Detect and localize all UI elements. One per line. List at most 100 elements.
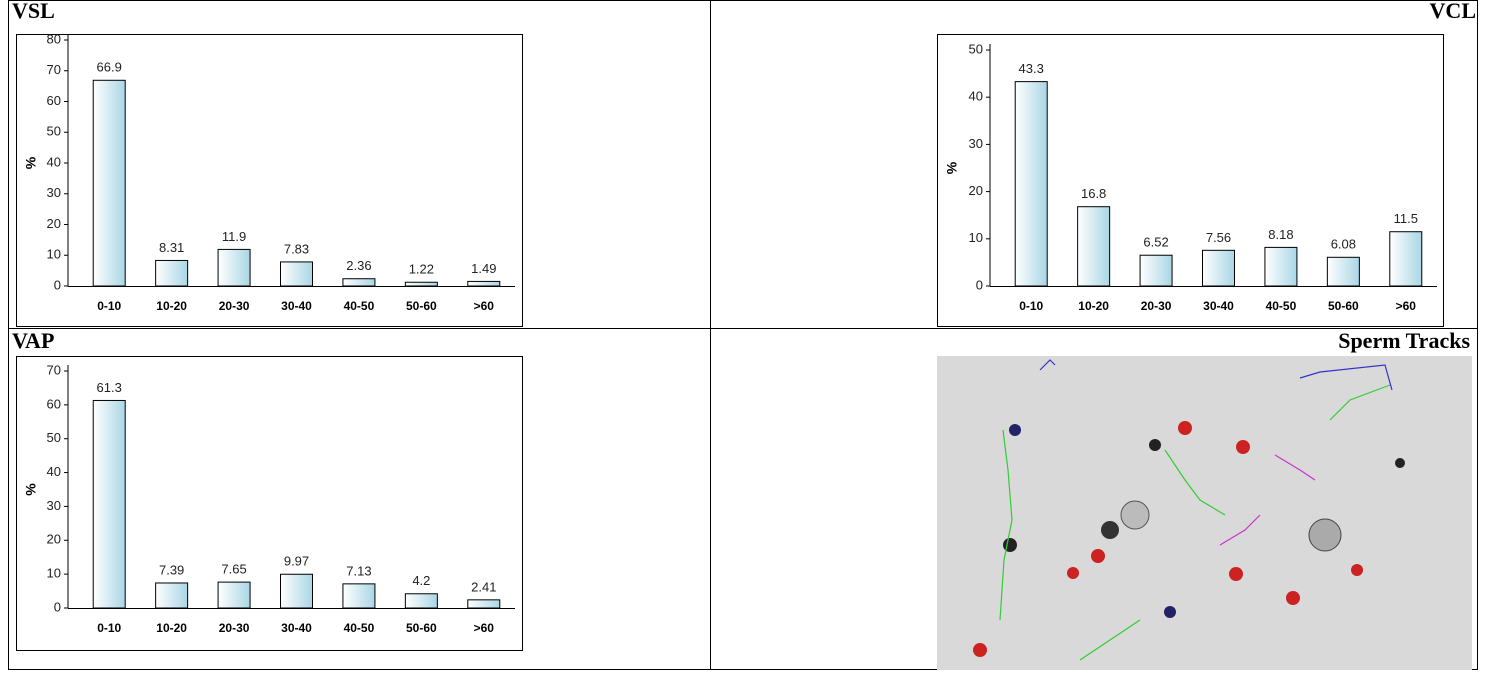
x-tick-label: 10-20 bbox=[156, 621, 187, 635]
y-tick-label: 50 bbox=[969, 41, 983, 56]
value-label: 1.22 bbox=[409, 262, 434, 277]
y-tick-label: 50 bbox=[47, 124, 61, 139]
y-tick-label: 40 bbox=[47, 154, 61, 169]
bar bbox=[1203, 250, 1235, 286]
value-label: 4.2 bbox=[412, 573, 430, 588]
bar bbox=[1078, 207, 1110, 286]
x-tick-label: 50-60 bbox=[406, 299, 437, 313]
y-axis-label: % bbox=[23, 156, 39, 169]
y-tick-label: 70 bbox=[47, 362, 61, 377]
value-label: 7.83 bbox=[284, 241, 309, 256]
x-tick-label: >60 bbox=[1396, 299, 1417, 313]
bar bbox=[93, 400, 125, 608]
value-label: 1.49 bbox=[471, 261, 496, 276]
cell bbox=[1286, 591, 1300, 605]
y-axis-label: % bbox=[944, 161, 960, 174]
cell bbox=[1309, 519, 1341, 551]
bar bbox=[1015, 82, 1047, 286]
x-tick-label: 50-60 bbox=[406, 621, 437, 635]
x-tick-label: 40-50 bbox=[1266, 299, 1297, 313]
cell bbox=[1067, 567, 1079, 579]
cell bbox=[1164, 606, 1176, 618]
x-tick-label: 30-40 bbox=[1203, 299, 1234, 313]
bar bbox=[218, 582, 250, 608]
value-label: 7.65 bbox=[221, 562, 246, 577]
cell bbox=[1229, 567, 1243, 581]
value-label: 7.13 bbox=[346, 563, 371, 578]
bar bbox=[343, 279, 375, 286]
x-tick-label: 40-50 bbox=[344, 621, 375, 635]
value-label: 6.08 bbox=[1331, 237, 1356, 252]
cell bbox=[1149, 439, 1161, 451]
bar bbox=[1265, 247, 1297, 286]
x-tick-label: 10-20 bbox=[1078, 299, 1109, 313]
value-label: 43.3 bbox=[1019, 61, 1044, 76]
bar bbox=[1140, 255, 1172, 286]
y-tick-label: 60 bbox=[47, 396, 61, 411]
x-tick-label: 10-20 bbox=[156, 299, 187, 313]
value-label: 2.41 bbox=[471, 579, 496, 594]
value-label: 61.3 bbox=[97, 380, 122, 395]
y-tick-label: 40 bbox=[969, 89, 983, 104]
cell bbox=[1101, 521, 1119, 539]
y-tick-label: 30 bbox=[47, 185, 61, 200]
x-tick-label: 20-30 bbox=[219, 299, 250, 313]
y-axis-label: % bbox=[23, 483, 39, 496]
page: Sperm Tracks VSL% 0 10 20 30 40 50 60 70 80 66.9 0-… bbox=[0, 0, 1486, 675]
cell bbox=[973, 643, 987, 657]
cell bbox=[1351, 564, 1363, 576]
x-tick-label: 50-60 bbox=[1328, 299, 1359, 313]
chart-frame bbox=[938, 35, 1444, 327]
cell bbox=[1121, 501, 1149, 529]
y-tick-label: 10 bbox=[969, 230, 983, 245]
chart-frame bbox=[17, 35, 523, 327]
y-tick-label: 60 bbox=[47, 93, 61, 108]
y-tick-label: 80 bbox=[47, 31, 61, 46]
bar bbox=[405, 282, 437, 286]
chart-title: VAP bbox=[12, 328, 54, 353]
value-label: 9.97 bbox=[284, 554, 309, 569]
value-label: 7.56 bbox=[1206, 230, 1231, 245]
value-label: 8.31 bbox=[159, 240, 184, 255]
y-tick-label: 10 bbox=[47, 566, 61, 581]
y-tick-label: 0 bbox=[54, 599, 61, 614]
y-tick-label: 0 bbox=[54, 277, 61, 292]
y-tick-label: 0 bbox=[976, 277, 983, 292]
bar bbox=[1390, 232, 1422, 286]
image-bg bbox=[937, 356, 1472, 670]
y-tick-label: 20 bbox=[47, 216, 61, 231]
bar bbox=[218, 249, 250, 286]
report-table: Sperm Tracks VSL% 0 10 20 30 40 50 60 70 80 66.9 0-… bbox=[0, 0, 1486, 670]
y-tick-label: 10 bbox=[47, 247, 61, 262]
x-tick-label: 0-10 bbox=[97, 299, 121, 313]
chart-title: VSL bbox=[12, 0, 55, 23]
sperm-image bbox=[937, 356, 1472, 670]
chart-title: VCL bbox=[1430, 0, 1476, 23]
x-tick-label: 40-50 bbox=[344, 299, 375, 313]
cell bbox=[1003, 538, 1017, 552]
value-label: 11.5 bbox=[1394, 211, 1418, 226]
bar bbox=[405, 594, 437, 608]
cell bbox=[1009, 424, 1021, 436]
bar bbox=[156, 260, 188, 286]
image-title: Sperm Tracks bbox=[1338, 328, 1470, 353]
x-tick-label: 30-40 bbox=[281, 621, 312, 635]
bar bbox=[1327, 257, 1359, 286]
bar bbox=[468, 281, 500, 286]
x-tick-label: >60 bbox=[474, 621, 495, 635]
y-tick-label: 30 bbox=[47, 498, 61, 513]
y-tick-label: 30 bbox=[969, 136, 983, 151]
cell bbox=[1236, 440, 1250, 454]
x-tick-label: 0-10 bbox=[97, 621, 121, 635]
value-label: 11.9 bbox=[222, 229, 246, 244]
cell bbox=[1178, 421, 1192, 435]
bar bbox=[281, 574, 313, 608]
chart-frame bbox=[17, 357, 523, 651]
x-tick-label: 20-30 bbox=[1141, 299, 1172, 313]
value-label: 2.36 bbox=[346, 258, 371, 273]
y-tick-label: 20 bbox=[47, 532, 61, 547]
bar bbox=[343, 584, 375, 608]
bar bbox=[156, 583, 188, 608]
x-tick-label: >60 bbox=[474, 299, 495, 313]
value-label: 66.9 bbox=[97, 60, 122, 75]
